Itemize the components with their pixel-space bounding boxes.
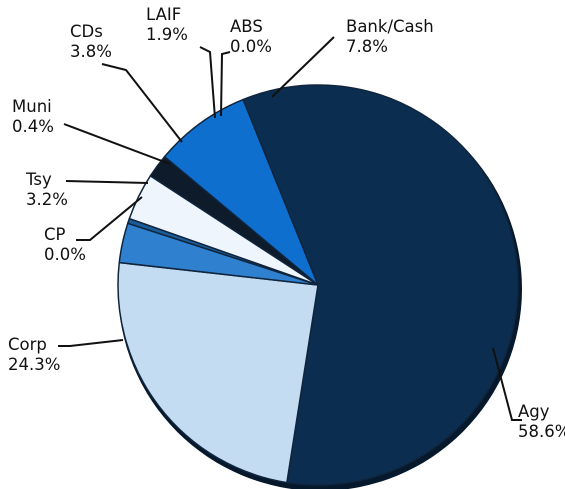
leader-line-bank-cash bbox=[271, 36, 335, 98]
leader-line-agy bbox=[492, 347, 522, 421]
pie-slice-bank-cash bbox=[163, 98, 319, 286]
pie-slice-corp bbox=[117, 261, 319, 484]
slice-value-tsy: 3.2% bbox=[26, 190, 68, 209]
leader-line-corp bbox=[58, 339, 124, 347]
leader-line-cp bbox=[76, 196, 143, 241]
slice-name-agy: Agy bbox=[518, 402, 550, 421]
slice-value-corp: 24.3% bbox=[8, 355, 60, 374]
slice-value-cp: 0.0% bbox=[44, 245, 86, 264]
slice-label-laif: LAIF 1.9% bbox=[146, 5, 188, 44]
pie-slice-agy bbox=[242, 84, 519, 486]
slice-label-tsy: Tsy 3.2% bbox=[25, 170, 68, 209]
slice-name-abs: ABS bbox=[230, 17, 263, 36]
slice-value-bank-cash: 7.8% bbox=[346, 37, 388, 56]
slice-name-bank-cash: Bank/Cash bbox=[346, 17, 434, 36]
slice-name-laif: LAIF bbox=[146, 5, 181, 24]
slice-value-laif: 1.9% bbox=[146, 25, 188, 44]
slice-label-muni: Muni 0.4% bbox=[12, 97, 54, 136]
slice-name-corp: Corp bbox=[8, 335, 47, 354]
leader-line-cds bbox=[101, 63, 183, 143]
slice-value-cds: 3.8% bbox=[70, 42, 112, 61]
slice-value-agy: 58.6% bbox=[518, 422, 565, 441]
slice-label-cds: CDs 3.8% bbox=[70, 22, 112, 61]
slice-name-cp: CP bbox=[44, 225, 66, 244]
slice-label-bank-cash: Bank/Cash 7.8% bbox=[346, 17, 434, 56]
slice-value-muni: 0.4% bbox=[12, 117, 54, 136]
slice-name-cds: CDs bbox=[70, 22, 103, 41]
leader-line-tsy bbox=[65, 180, 149, 184]
leader-line-abs bbox=[220, 51, 231, 117]
slice-name-tsy: Tsy bbox=[25, 170, 52, 189]
slice-label-cp: CP 0.0% bbox=[44, 225, 86, 264]
slice-label-abs: ABS 0.0% bbox=[230, 17, 272, 56]
slice-name-muni: Muni bbox=[12, 97, 52, 116]
leader-line-laif bbox=[199, 46, 216, 119]
slice-label-corp: Corp 24.3% bbox=[8, 335, 60, 374]
leader-line-muni bbox=[63, 123, 171, 165]
slice-value-abs: 0.0% bbox=[230, 37, 272, 56]
